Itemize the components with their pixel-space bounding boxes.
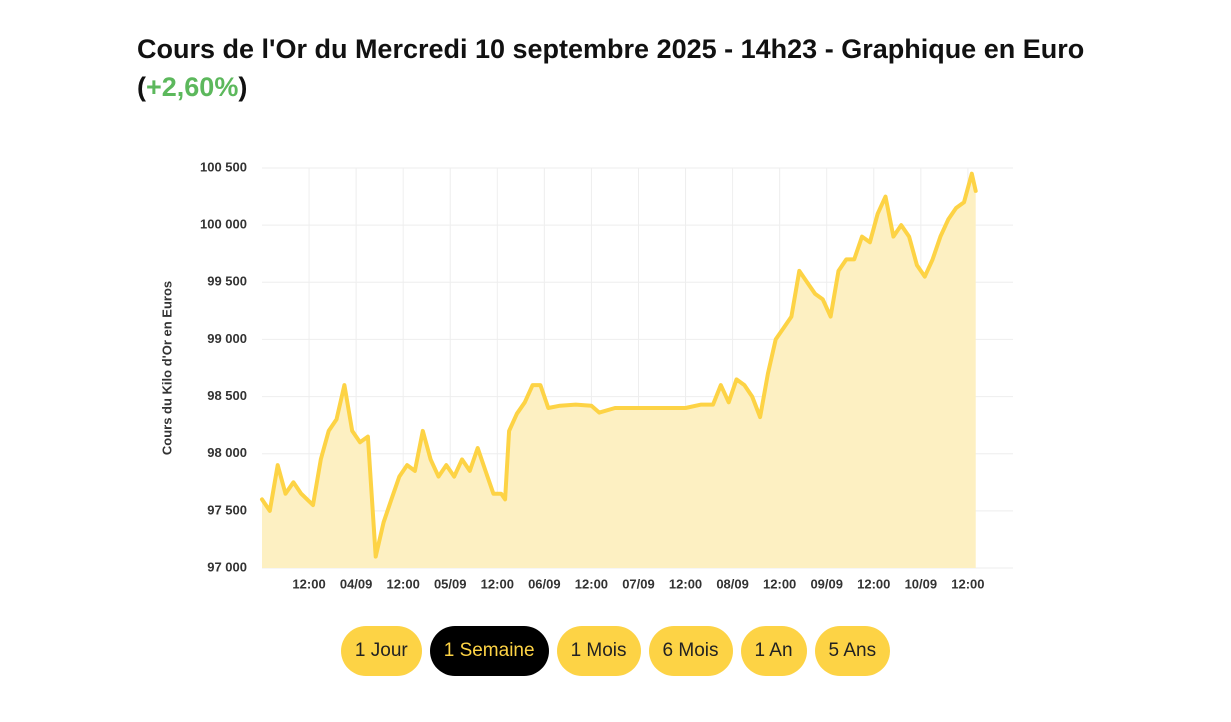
x-tick-label: 12:00 <box>481 576 514 591</box>
x-tick-label: 04/09 <box>340 576 373 591</box>
range-button[interactable]: 5 Ans <box>814 626 891 676</box>
range-button[interactable]: 6 Mois <box>648 626 733 676</box>
y-tick-label: 99 500 <box>207 274 247 289</box>
x-tick-label: 12:00 <box>763 576 796 591</box>
title: Cours de l'Or du Mercredi 10 septembre 2… <box>137 34 1085 64</box>
paren: ( <box>137 72 146 102</box>
x-tick-label: 06/09 <box>528 576 561 591</box>
x-tick-label: 12:00 <box>669 576 702 591</box>
y-tick-label: 100 000 <box>200 217 247 232</box>
range-buttons: 1 Jour 1 Semaine 1 Mois 6 Mois 1 An 5 Ans <box>0 626 1231 676</box>
x-tick-label: 10/09 <box>905 576 938 591</box>
x-tick-label: 09/09 <box>810 576 843 591</box>
x-tick-label: 08/09 <box>716 576 749 591</box>
area <box>262 173 976 568</box>
y-tick-label: 97 000 <box>207 559 247 574</box>
paren: ) <box>238 72 248 102</box>
range-button[interactable]: 1 Semaine <box>429 626 549 676</box>
range-button[interactable]: 1 Jour <box>340 626 422 676</box>
range-button[interactable]: 1 An <box>740 626 807 676</box>
y-axis-title: Cours du Kilo d'Or en Euros <box>159 281 174 455</box>
change: +2,60% <box>146 72 239 102</box>
range-button[interactable]: 1 Mois <box>556 626 641 676</box>
y-tick-label: 98 000 <box>207 445 247 460</box>
x-tick-label: 12:00 <box>292 576 325 591</box>
y-tick-label: 100 500 <box>200 159 247 174</box>
x-tick-label: 12:00 <box>857 576 890 591</box>
x-tick-label: 12:00 <box>575 576 608 591</box>
x-tick-label: 07/09 <box>622 576 655 591</box>
y-tick-label: 97 500 <box>207 502 247 517</box>
title-block: Cours de l'Or du Mercredi 10 septembre 2… <box>137 30 1197 106</box>
line <box>260 171 978 559</box>
y-tick-label: 99 000 <box>207 331 247 346</box>
y-tick-label: 98 500 <box>207 388 247 403</box>
x-tick-label: 05/09 <box>434 576 467 591</box>
x-tick-label: 12:00 <box>387 576 420 591</box>
x-tick-label: 12:00 <box>951 576 984 591</box>
chart: Cours du Kilo d'Or en Euros 97 000 97 500… <box>159 159 1013 591</box>
